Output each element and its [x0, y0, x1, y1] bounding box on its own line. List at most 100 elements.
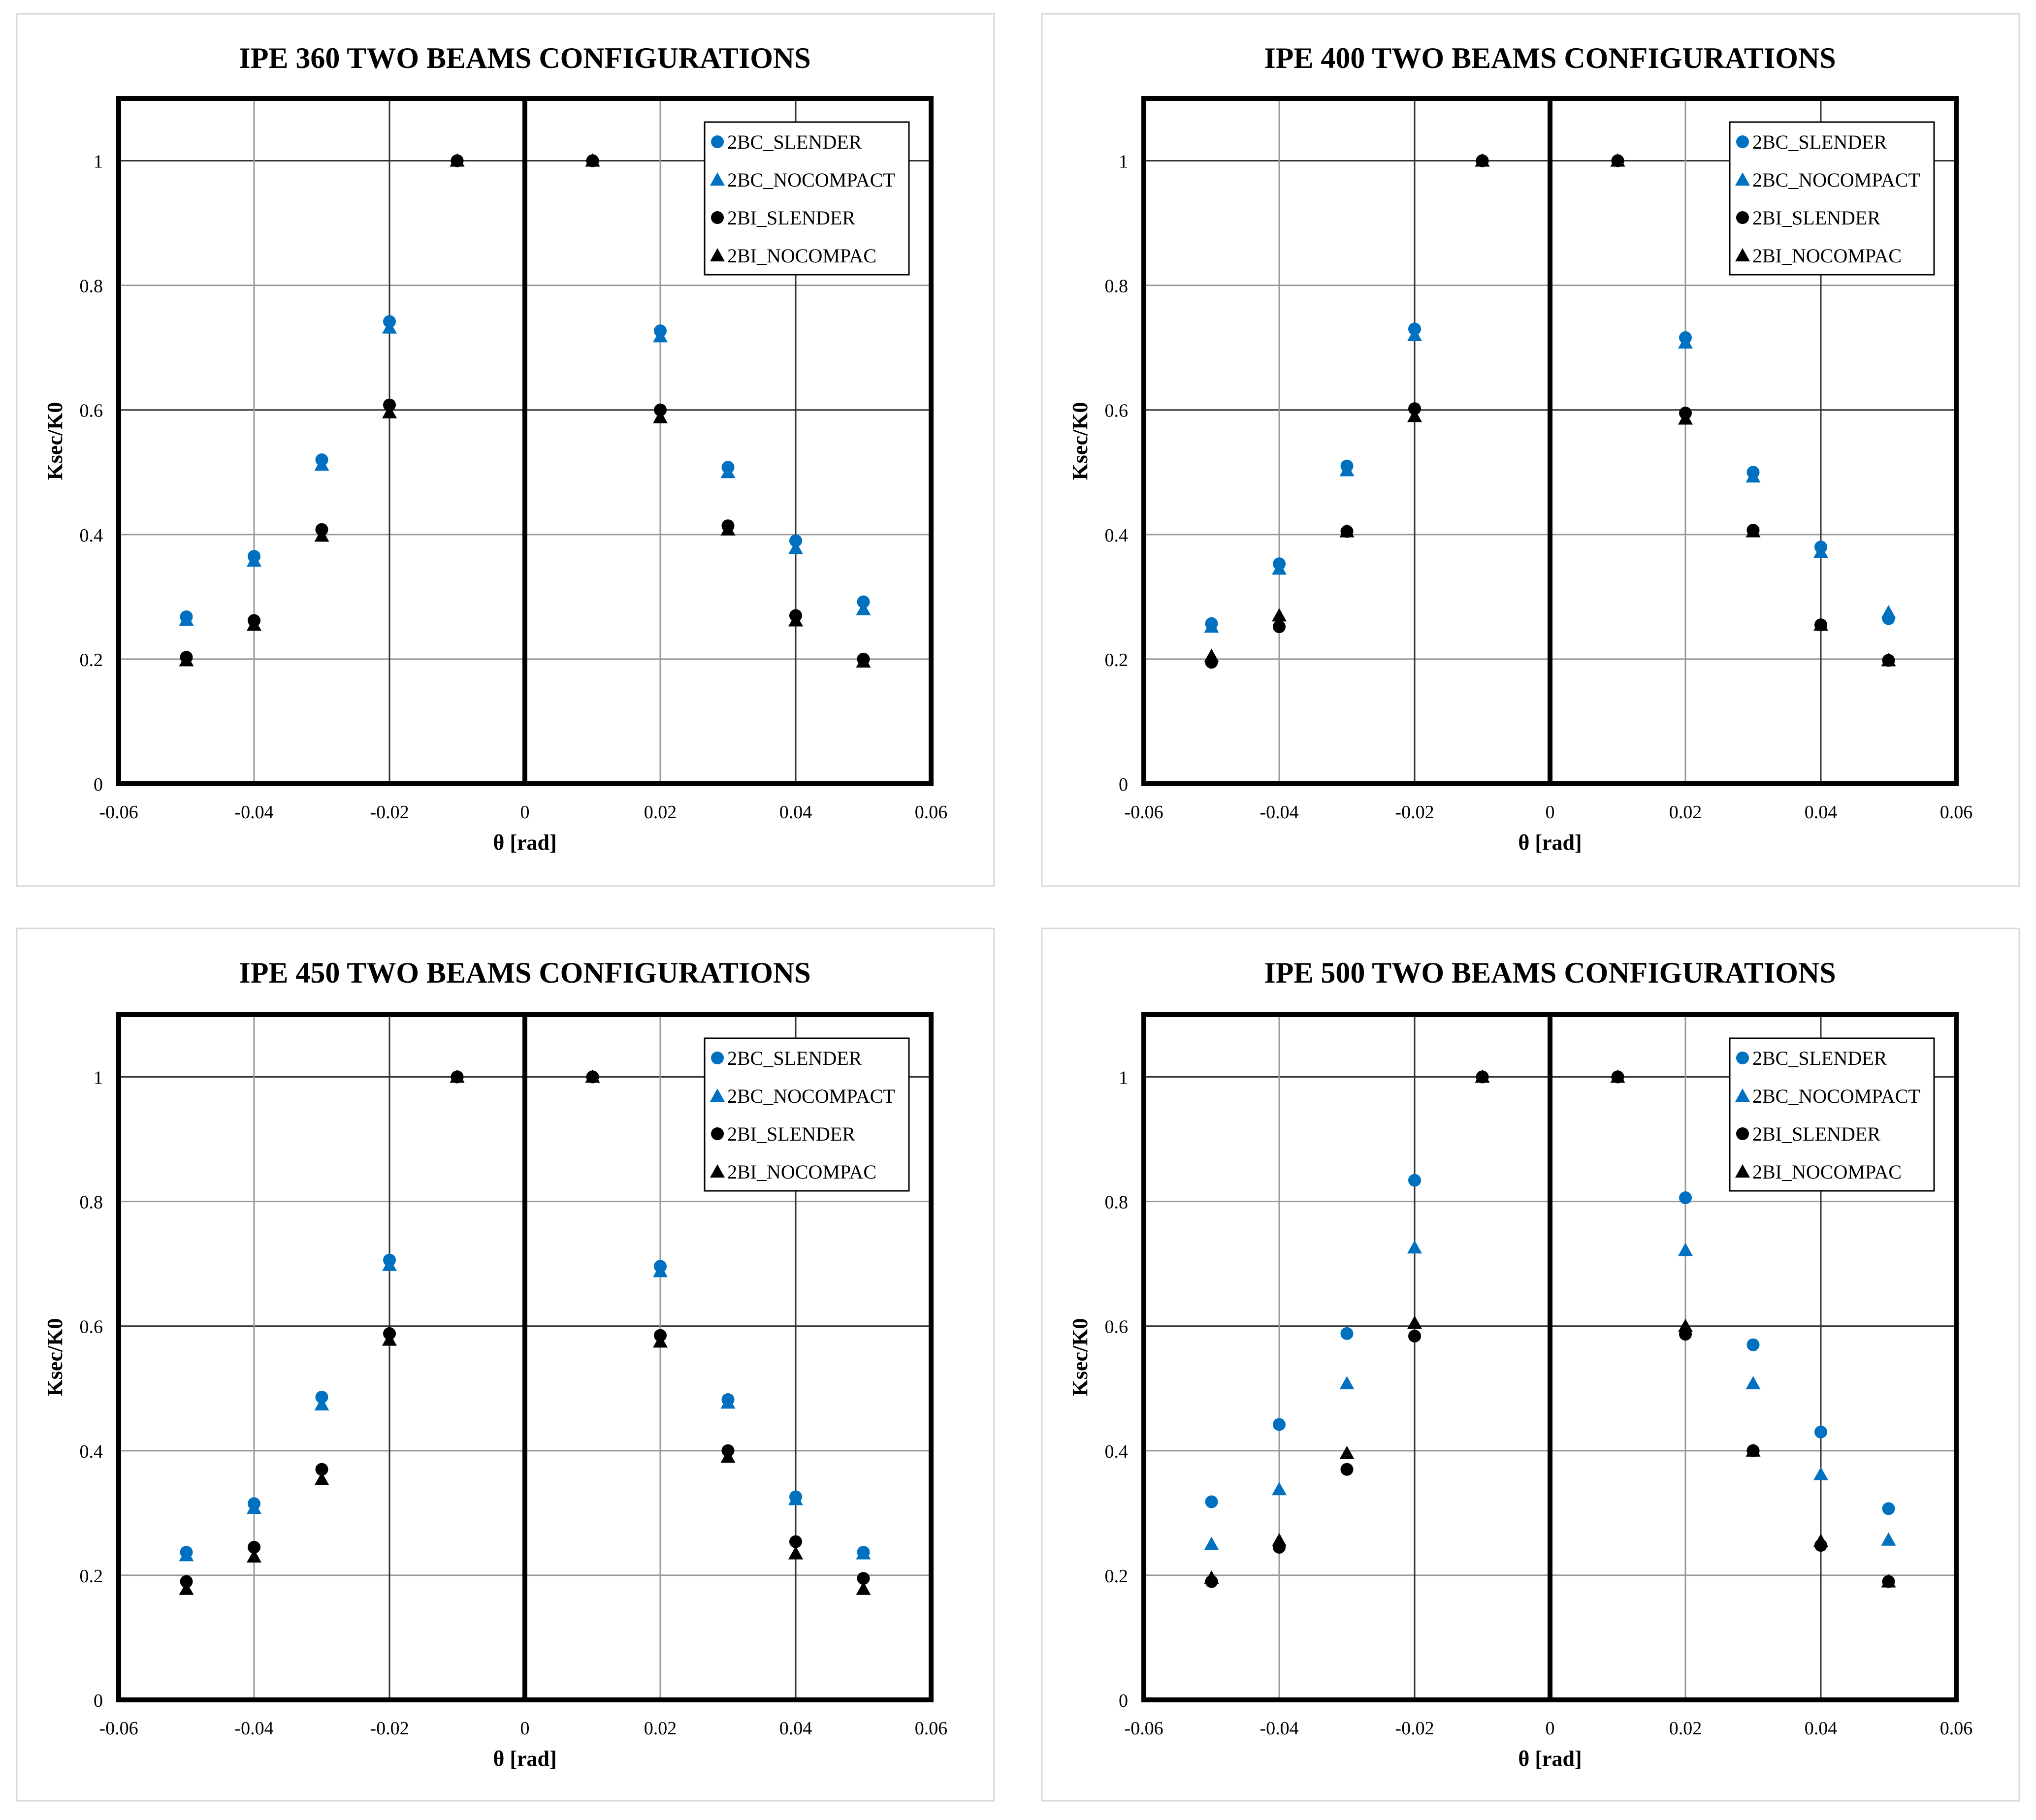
data-point: [1339, 463, 1355, 477]
data-point: [1745, 1443, 1761, 1457]
data-point: [1272, 1533, 1287, 1547]
data-point: [1205, 1495, 1218, 1508]
legend: 2BC_SLENDER 2BC_NOCOMPACT 2BI_SLENDER 2BI_N…: [1729, 121, 1935, 276]
x-axis-title: θ [rad]: [493, 830, 556, 855]
data-point: [179, 1548, 194, 1562]
data-point: [1610, 1069, 1625, 1083]
data-point: [179, 1581, 194, 1595]
data-point: [653, 410, 668, 423]
y-tick-label: 0.2: [80, 650, 103, 671]
y-tick-label: 0: [1119, 774, 1128, 795]
data-point: [857, 595, 870, 608]
data-point: [1204, 1536, 1219, 1550]
legend-box: [704, 121, 910, 276]
x-tick-label: 0.04: [779, 1718, 812, 1739]
series-2BI_NOCOMPAC: [1204, 1069, 1896, 1588]
plot-area-border: [1141, 1012, 1959, 1702]
legend-marker: [710, 172, 725, 186]
chart-panel-3: IPE 450 TWO BEAMS CONFIGURATIONS 0 0.2 0.4 0…: [16, 927, 995, 1802]
y-tick-label: 0.6: [1105, 401, 1129, 421]
legend-label: 2BC_SLENDER: [727, 1047, 862, 1069]
legend-label: 2BC_NOCOMPACT: [1752, 1085, 1920, 1107]
legend-box: [1729, 1037, 1935, 1192]
data-point: [1881, 1532, 1896, 1546]
data-point: [450, 1069, 465, 1083]
legend-label: 2BI_NOCOMPAC: [1752, 1161, 1902, 1183]
data-point: [789, 534, 802, 547]
data-point: [789, 1535, 802, 1548]
x-tick-label: 0.02: [644, 802, 677, 823]
data-point: [585, 1069, 600, 1083]
y-tick-label: 1: [1119, 152, 1128, 172]
data-point: [1678, 1318, 1693, 1332]
data-point: [788, 541, 803, 554]
x-tick-label: 0: [520, 1718, 530, 1739]
y-tick-label: 0.4: [1105, 525, 1129, 546]
y-tick-label: 0: [94, 774, 103, 795]
data-point: [314, 1397, 329, 1411]
data-point: [856, 1546, 871, 1560]
data-point: [1273, 1418, 1286, 1431]
y-tick-label: 0.2: [1105, 1566, 1129, 1587]
data-point: [1882, 1502, 1895, 1515]
y-tick-label: 0.2: [1105, 650, 1129, 671]
legend-label: 2BI_SLENDER: [1752, 207, 1880, 229]
data-point: [382, 1257, 397, 1271]
data-point: [315, 1463, 328, 1476]
legend-label: 2BC_SLENDER: [1752, 1047, 1887, 1069]
data-point: [857, 1572, 870, 1585]
legend-marker: [1736, 211, 1749, 224]
data-point: [1272, 608, 1287, 622]
data-point: [856, 1581, 871, 1595]
data-point: [1273, 620, 1286, 634]
data-point: [450, 153, 465, 167]
data-point: [382, 320, 397, 334]
data-point: [788, 613, 803, 627]
data-point: [382, 1332, 397, 1346]
y-axis-title: Ksec/K0: [1068, 402, 1092, 480]
data-point: [1745, 1376, 1761, 1390]
data-point: [1408, 1329, 1421, 1342]
x-tick-label: 0.06: [1940, 802, 1973, 823]
x-tick-label: 0: [1546, 802, 1555, 823]
x-tick-label: 0.06: [915, 802, 948, 823]
data-point: [720, 465, 736, 479]
data-point: [1340, 1327, 1354, 1340]
data-point: [1814, 1425, 1827, 1438]
data-point: [1407, 327, 1422, 341]
data-point: [1678, 335, 1693, 349]
data-point: [1407, 1240, 1422, 1254]
legend-marker: [711, 211, 724, 224]
legend-marker: [1735, 1088, 1750, 1102]
x-tick-label: -0.02: [1395, 1718, 1434, 1739]
y-tick-label: 0.2: [80, 1566, 103, 1587]
data-point: [1407, 409, 1422, 422]
y-tick-label: 0.4: [80, 1441, 103, 1462]
data-point: [247, 1501, 261, 1514]
data-point: [1339, 1376, 1355, 1390]
x-tick-label: 0.02: [644, 1718, 677, 1739]
legend-label: 2BI_NOCOMPAC: [1752, 245, 1902, 267]
legend-label: 2BC_SLENDER: [1752, 131, 1887, 153]
data-point: [247, 617, 261, 631]
x-tick-label: 0.02: [1669, 1718, 1702, 1739]
data-point: [856, 654, 871, 668]
data-point: [1745, 524, 1761, 538]
legend-marker: [711, 135, 724, 148]
y-axis-title: Ksec/K0: [43, 402, 67, 480]
y-tick-label: 1: [1119, 1068, 1128, 1088]
y-tick-label: 0.8: [80, 276, 103, 297]
data-point: [1881, 653, 1896, 667]
data-point: [1272, 561, 1287, 575]
chart-panel-4: IPE 500 TWO BEAMS CONFIGURATIONS 0 0.2 0.4 0…: [1041, 927, 2020, 1802]
legend-label: 2BI_SLENDER: [727, 207, 855, 229]
plot-area-border: [116, 96, 934, 786]
data-point: [1813, 617, 1828, 631]
data-point: [1272, 1482, 1287, 1496]
data-point: [314, 528, 329, 542]
data-point: [314, 457, 329, 471]
data-point: [1745, 469, 1761, 483]
x-tick-label: 0.04: [1805, 1718, 1838, 1739]
data-point: [383, 398, 396, 412]
chart-title: IPE 360 TWO BEAMS CONFIGURATIONS: [239, 42, 810, 74]
